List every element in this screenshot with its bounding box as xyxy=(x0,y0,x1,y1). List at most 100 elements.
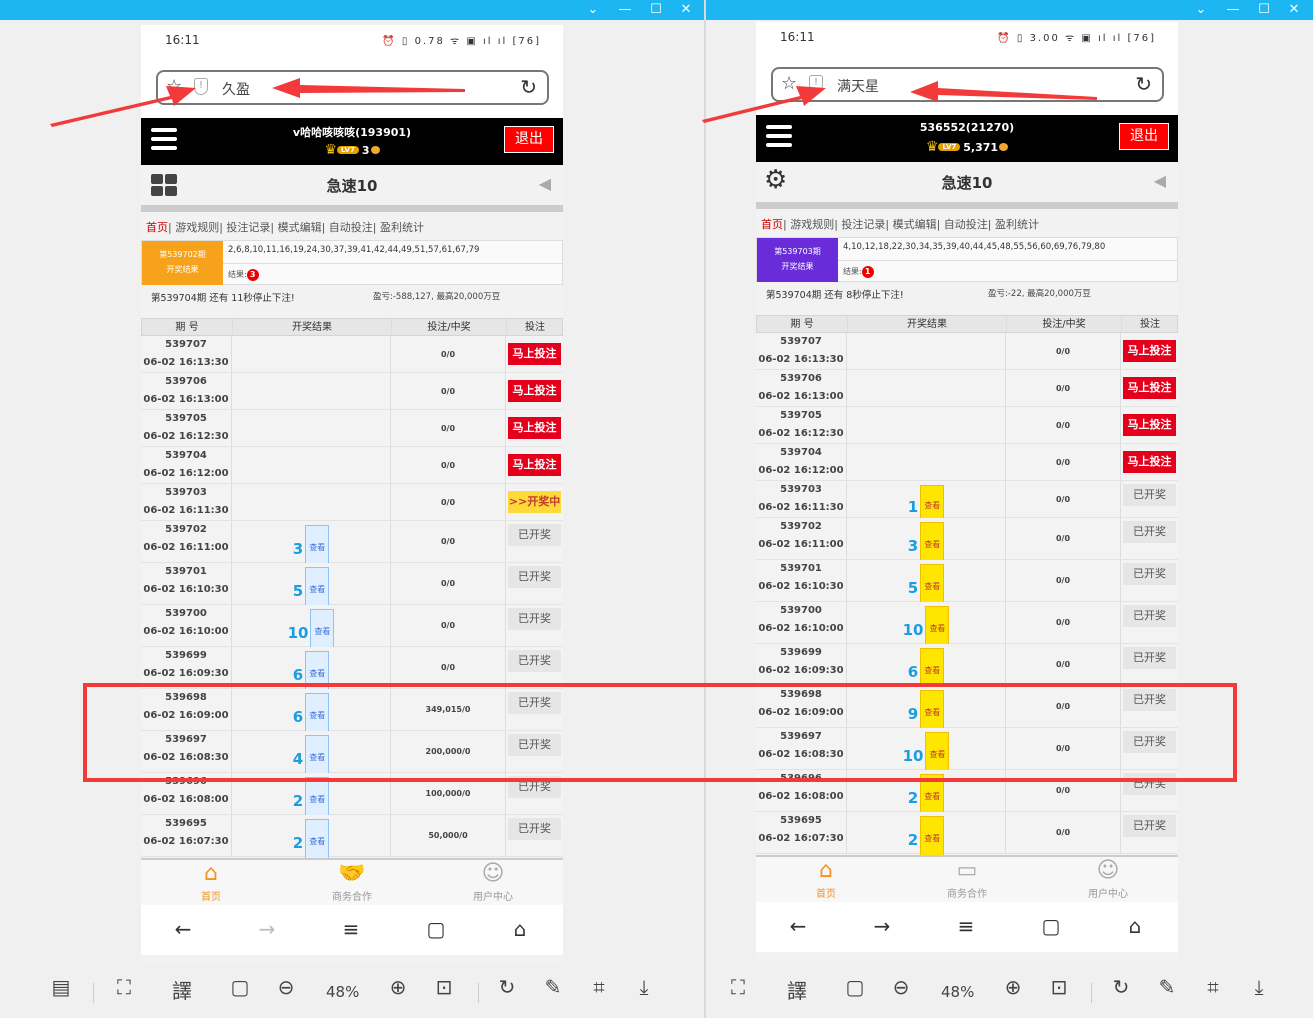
bet-now-button[interactable]: 马上投注 xyxy=(508,417,561,439)
zoom-in-icon[interactable]: ⊕ xyxy=(1004,975,1022,999)
rotate-icon[interactable]: ↻ xyxy=(498,975,516,999)
column-header: 期 号 xyxy=(757,316,848,332)
forward-icon[interactable]: → xyxy=(873,914,891,938)
reload-icon[interactable]: ↻ xyxy=(1135,72,1152,96)
tab-user[interactable]: ☺ 用户中心 xyxy=(423,860,563,903)
tabs-icon[interactable]: ▢ xyxy=(1041,914,1061,938)
close-button[interactable]: ✕ xyxy=(680,2,692,17)
rotate-icon[interactable]: ↻ xyxy=(1112,975,1130,999)
bet-now-button[interactable]: 马上投注 xyxy=(508,380,561,402)
menu-icon[interactable] xyxy=(151,128,177,150)
period-id: 539703 xyxy=(780,484,822,495)
forward-icon[interactable]: → xyxy=(258,917,276,941)
tab-user[interactable]: ☺ 用户中心 xyxy=(1038,857,1178,900)
grid-icon[interactable] xyxy=(151,174,178,196)
speaker-icon[interactable]: ◀ xyxy=(1153,171,1166,190)
logout-button[interactable]: 退出 xyxy=(504,126,554,153)
status-label: 已开奖 xyxy=(1123,563,1176,585)
tabs-icon[interactable]: ▢ xyxy=(426,917,446,941)
address-bar[interactable]: ☆ ! 满天星 ↻ xyxy=(771,67,1164,102)
address-bar[interactable]: ☆ ! 久盈 ↻ xyxy=(156,70,549,105)
view-button[interactable]: 查看 xyxy=(920,816,945,862)
bet-now-button[interactable]: 马上投注 xyxy=(508,343,561,365)
bet-win: 0/0 xyxy=(1006,602,1121,643)
battery-level: 76 xyxy=(518,36,536,47)
period-time: 06-02 16:08:30 xyxy=(143,752,229,763)
table-row: 539701 06-02 16:10:30 5 查看 0/0 已开奖 xyxy=(756,560,1178,610)
back-icon[interactable]: ← xyxy=(789,914,807,938)
actual-size-icon[interactable]: ⊡ xyxy=(1050,975,1068,999)
period-time: 06-02 16:12:00 xyxy=(143,468,229,479)
bet-now-button[interactable]: 马上投注 xyxy=(1123,340,1176,362)
back-icon[interactable]: ← xyxy=(174,917,192,941)
zoom-in-icon[interactable]: ⊕ xyxy=(389,975,407,999)
maximize-button[interactable]: ☐ xyxy=(650,2,662,17)
period-id: 539700 xyxy=(780,605,822,616)
star-icon[interactable]: ☆ xyxy=(166,76,183,97)
zoom-out-icon[interactable]: ⊖ xyxy=(892,975,910,999)
translate-icon[interactable]: 譯 xyxy=(787,979,807,1003)
zoom-out-icon[interactable]: ⊖ xyxy=(277,975,295,999)
period-time: 06-02 16:13:00 xyxy=(758,391,844,402)
ocr-icon[interactable]: ⛶ xyxy=(731,975,745,999)
result-number: 2 xyxy=(292,792,304,810)
close-button[interactable]: ✕ xyxy=(1288,2,1300,17)
minimize-button[interactable]: — xyxy=(1226,2,1240,17)
result-number: 1 xyxy=(907,498,919,516)
site-name[interactable]: 满天星 xyxy=(837,79,879,95)
tab-handshake[interactable]: 🤝 商务合作 xyxy=(282,860,422,903)
bet-now-button[interactable]: 马上投注 xyxy=(508,454,561,476)
download-icon[interactable]: ⤓ xyxy=(639,975,649,999)
bet-win: 0/0 xyxy=(391,647,506,688)
nav-links[interactable]: | 游戏规则| 投注记录| 模式编辑| 自动投注| 盈利统计 xyxy=(168,221,425,234)
crop-icon[interactable]: ⌗ xyxy=(593,975,605,999)
bet-win: 200,000/0 xyxy=(391,731,506,772)
tab-card[interactable]: ▭ 商务合作 xyxy=(897,857,1037,900)
title-bar: ⌄ — ☐ ✕ xyxy=(706,0,1313,20)
reload-icon[interactable]: ↻ xyxy=(520,75,537,99)
home-icon[interactable]: ⌂ xyxy=(1128,914,1142,938)
tab-home[interactable]: ⌂ 首页 xyxy=(756,857,896,900)
menu-lines-icon[interactable]: ≡ xyxy=(342,917,360,941)
period-time: 06-02 16:11:00 xyxy=(143,542,229,553)
gear-icon[interactable]: ⚙ xyxy=(764,165,788,195)
fit-icon[interactable]: ▢ xyxy=(230,975,250,999)
maximize-button[interactable]: ☐ xyxy=(1258,2,1270,17)
period-time: 06-02 16:13:30 xyxy=(143,357,229,368)
translate-icon[interactable]: 譯 xyxy=(172,979,192,1003)
bet-now-button[interactable]: 马上投注 xyxy=(1123,451,1176,473)
game-title: 急速10 xyxy=(941,174,993,192)
menu-icon[interactable] xyxy=(766,125,792,147)
crop-icon[interactable]: ⌗ xyxy=(1207,975,1219,999)
edit-icon[interactable]: ✎ xyxy=(1158,975,1176,999)
edit-icon[interactable]: ✎ xyxy=(544,975,562,999)
shield-icon[interactable]: ! xyxy=(809,75,823,92)
star-icon[interactable]: ☆ xyxy=(781,73,798,94)
fit-icon[interactable]: ▢ xyxy=(845,975,865,999)
minimize-button[interactable]: — xyxy=(618,2,632,17)
menu-lines-icon[interactable]: ≡ xyxy=(957,914,975,938)
period-time: 06-02 16:07:30 xyxy=(143,836,229,847)
result-number: 6 xyxy=(292,666,304,684)
chevron-down-icon[interactable]: ⌄ xyxy=(1195,2,1207,17)
layout-icon[interactable]: ▤ xyxy=(51,975,71,999)
logout-button[interactable]: 退出 xyxy=(1119,123,1169,150)
nav-home[interactable]: 首页 xyxy=(761,218,783,231)
tab-home[interactable]: ⌂ 首页 xyxy=(141,860,281,903)
chevron-down-icon[interactable]: ⌄ xyxy=(587,2,599,17)
shield-icon[interactable]: ! xyxy=(194,78,208,95)
nav-links[interactable]: | 游戏规则| 投注记录| 模式编辑| 自动投注| 盈利统计 xyxy=(783,218,1040,231)
bet-now-button[interactable]: 马上投注 xyxy=(1123,377,1176,399)
download-icon[interactable]: ⤓ xyxy=(1254,975,1264,999)
bet-now-button[interactable]: 马上投注 xyxy=(1123,414,1176,436)
actual-size-icon[interactable]: ⊡ xyxy=(435,975,453,999)
site-name[interactable]: 久盈 xyxy=(222,82,250,98)
home-icon: ⌂ xyxy=(204,861,218,886)
bet-win: 0/0 xyxy=(391,447,506,483)
speaker-icon[interactable]: ◀ xyxy=(538,174,551,193)
ocr-icon[interactable]: ⛶ xyxy=(117,975,131,999)
result-number: 5 xyxy=(292,582,304,600)
nav-home[interactable]: 首页 xyxy=(146,221,168,234)
home-icon[interactable]: ⌂ xyxy=(513,917,527,941)
period-time: 06-02 16:07:30 xyxy=(758,833,844,844)
